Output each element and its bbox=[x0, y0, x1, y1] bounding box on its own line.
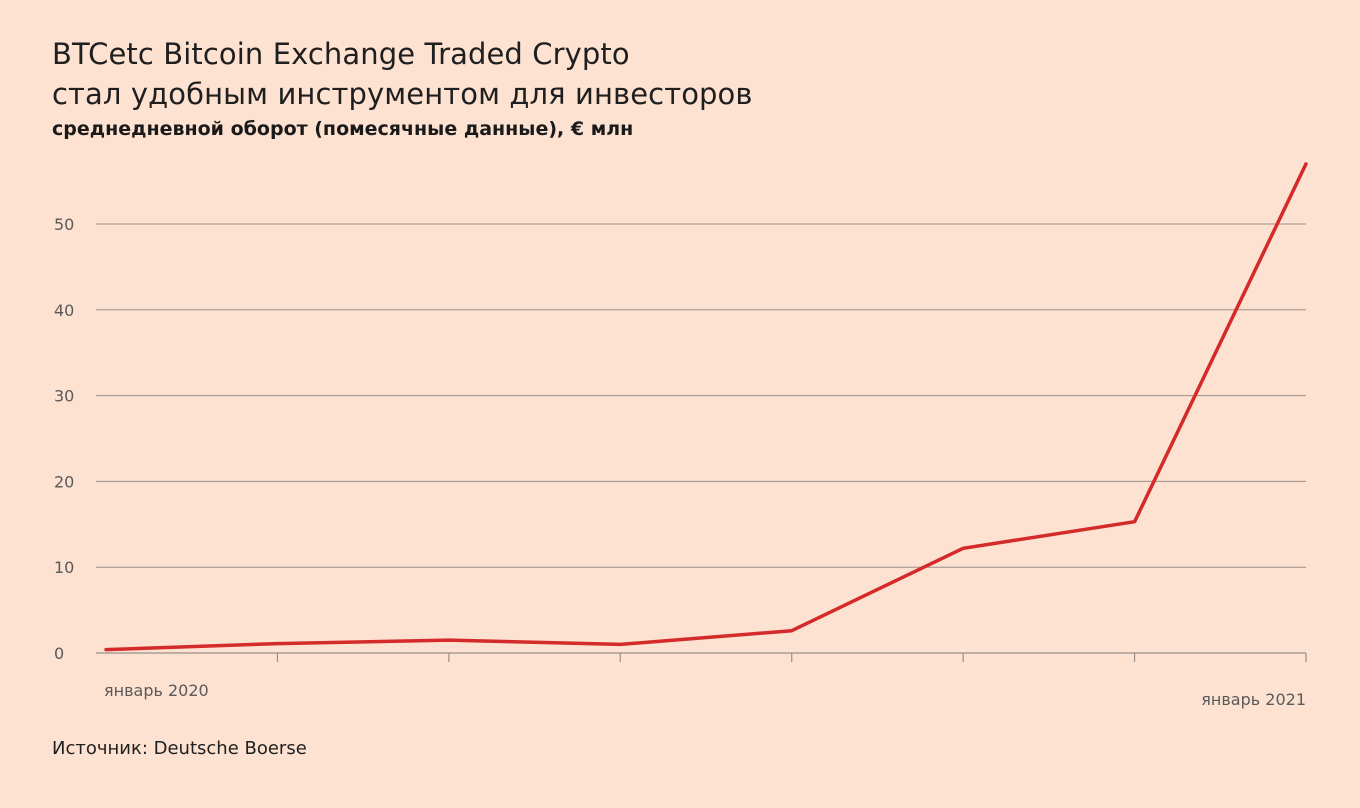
y-tick-label-20: 20 bbox=[54, 472, 74, 491]
y-tick-label-10: 10 bbox=[54, 558, 74, 577]
y-tick-label-30: 30 bbox=[54, 387, 74, 406]
chart-title-line-1: BTCetc Bitcoin Exchange Traded Crypto bbox=[52, 37, 630, 71]
series-layer bbox=[104, 162, 1308, 652]
label-layer: 0 10 20 30 40 50 январь 2020 январь 2021 bbox=[54, 215, 1306, 709]
grid-layer bbox=[96, 223, 1306, 568]
tick-layer bbox=[276, 653, 1307, 662]
y-tick-label-50: 50 bbox=[54, 215, 74, 234]
y-tick-label-40: 40 bbox=[54, 301, 74, 320]
series-line bbox=[104, 162, 1308, 652]
chart-title: BTCetc Bitcoin Exchange Traded Crypto ст… bbox=[52, 34, 753, 114]
x-tick-label-start: январь 2020 bbox=[104, 681, 209, 700]
source-note: Источник: Deutsche Boerse bbox=[52, 738, 307, 759]
chart-title-line-2: стал удобным инструментом для инвесторов bbox=[52, 77, 753, 111]
chart-subtitle: среднедневной оборот (помесячные данные)… bbox=[52, 118, 634, 140]
x-tick-label-end: январь 2021 bbox=[1201, 690, 1306, 709]
y-tick-label-0: 0 bbox=[54, 644, 64, 663]
